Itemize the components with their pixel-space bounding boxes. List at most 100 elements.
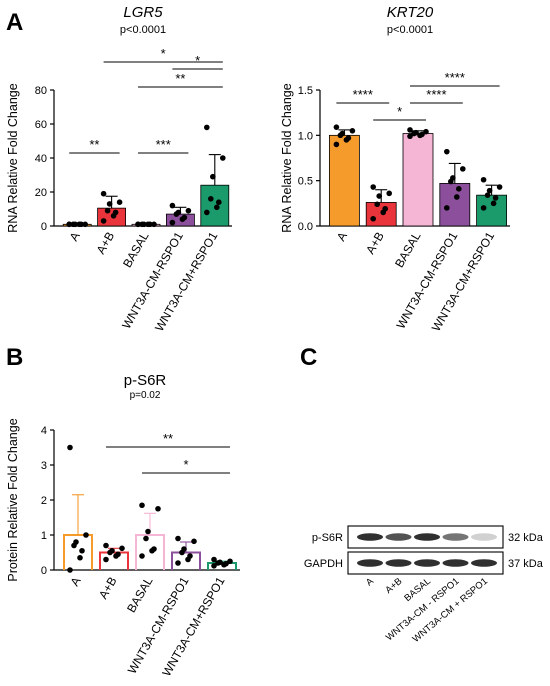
- ps6r-data-point: [217, 559, 223, 566]
- lgr5-data-point: [214, 204, 220, 211]
- ps6r-data-point: [67, 567, 73, 573]
- krt20-chart: KRT20 p<0.0001 RNA Relative Fold Change 0.0…: [280, 4, 510, 334]
- lgr5-data-point: [185, 207, 192, 214]
- lgr5-data-point: [181, 214, 188, 221]
- blot-kda-label: 32 kDa: [508, 532, 544, 544]
- ps6r-data-point: [187, 553, 193, 559]
- krt20-bar: [476, 194, 508, 227]
- ps6r-ytick-label: 2: [41, 495, 47, 507]
- krt20-data-point: [460, 166, 466, 172]
- blot-band: [357, 559, 383, 567]
- ps6r-significance-label: **: [163, 431, 173, 446]
- krt20-ytick-label: 1.0: [298, 130, 313, 142]
- krt20-data-point: [345, 135, 352, 141]
- lgr5-data-point: [204, 124, 210, 131]
- krt20-data-point: [419, 131, 425, 138]
- ps6r-data-point: [155, 505, 161, 512]
- ps6r-data-point: [103, 556, 109, 563]
- krt20-data-point: [407, 127, 413, 133]
- krt20-data-point: [339, 130, 346, 137]
- lgr5-data-point: [100, 190, 107, 197]
- ps6r-data-point: [175, 535, 181, 542]
- krt20-subtitle: p<0.0001: [387, 24, 433, 36]
- krt20-data-point: [333, 124, 340, 130]
- ps6r-data-point: [115, 551, 121, 558]
- krt20-data-point: [486, 187, 493, 194]
- blot-band: [385, 559, 412, 567]
- ps6r-data-point: [223, 560, 229, 567]
- lgr5-data-point: [151, 221, 157, 228]
- blot-band: [357, 533, 383, 541]
- lgr5-data-point: [141, 221, 147, 228]
- krt20-title: KRT20: [387, 4, 434, 21]
- ps6r-data-point: [79, 547, 85, 554]
- krt20-data-point: [480, 176, 487, 183]
- ps6r-data-point: [151, 546, 157, 552]
- ps6r-data-point: [211, 563, 217, 569]
- krt20-ylabel: RNA Relative Fold Change: [280, 83, 294, 232]
- ps6r-category-label: A: [67, 575, 83, 589]
- krt20-data-point: [444, 205, 450, 211]
- lgr5-significance-label: **: [89, 137, 99, 152]
- krt20-data-point: [382, 205, 389, 212]
- lgr5-data-point: [78, 221, 84, 228]
- lgr5-data-point: [66, 221, 72, 228]
- lgr5-significance-label: ***: [156, 137, 171, 152]
- krt20-data-point: [480, 205, 487, 211]
- lgr5-significance-label: *: [195, 53, 200, 68]
- krt20-data-point: [456, 186, 462, 192]
- lgr5-data-point: [208, 196, 214, 202]
- panel-letter-c: C: [300, 344, 317, 371]
- krt20-data-point: [450, 175, 456, 181]
- lgr5-significance-label: *: [161, 46, 166, 61]
- ps6r-category-label: BASAL: [124, 574, 156, 615]
- krt20-significance-label: *: [397, 104, 402, 119]
- panel-letter-a: A: [6, 9, 23, 36]
- ps6r-data-point: [139, 553, 145, 559]
- ps6r-data-point: [175, 560, 181, 566]
- ps6r-subtitle: p=0.02: [130, 390, 161, 401]
- krt20-data-point: [333, 141, 340, 148]
- krt20-data-point: [490, 200, 497, 207]
- blot-kda-label: 37 kDa: [508, 558, 544, 570]
- krt20-category-label: A+B: [363, 230, 387, 257]
- lgr5-category-label: A: [67, 230, 83, 244]
- krt20-ytick-label: 0.0: [298, 221, 313, 233]
- lgr5-category-label: A+B: [94, 230, 118, 257]
- krt20-ytick-label: 1.5: [298, 85, 313, 97]
- ps6r-ytick-label: 4: [41, 425, 47, 437]
- krt20-category-label: BASAL: [392, 229, 424, 270]
- blot-row-label: GAPDH: [304, 558, 343, 570]
- ps6r-significance-label: *: [183, 457, 188, 472]
- ps6r-data-point: [143, 535, 149, 542]
- blot-band: [442, 533, 469, 541]
- krt20-significance-label: ****: [353, 87, 373, 102]
- krt20-data-point: [454, 194, 460, 200]
- ps6r-data-point: [77, 554, 83, 561]
- blot-band: [385, 533, 412, 541]
- blot-lane-label: A+B: [383, 576, 404, 596]
- lgr5-data-point: [135, 221, 141, 228]
- lgr5-data-point: [204, 209, 210, 216]
- blot-band: [442, 559, 469, 567]
- lgr5-title: LGR5: [123, 4, 163, 21]
- panel-letter-b: B: [6, 344, 23, 371]
- ps6r-data-point: [191, 538, 197, 545]
- ps6r-ytick-label: 1: [41, 530, 47, 542]
- lgr5-ytick-label: 60: [35, 119, 47, 131]
- ps6r-data-point: [83, 532, 89, 538]
- ps6r-data-point: [145, 528, 151, 535]
- lgr5-ylabel: RNA Relative Fold Change: [6, 83, 20, 232]
- krt20-category-label: A: [334, 230, 350, 244]
- krt20-data-point: [370, 184, 377, 190]
- lgr5-data-point: [169, 202, 176, 209]
- lgr5-data-point: [104, 207, 111, 214]
- krt20-data-point: [413, 129, 419, 136]
- lgr5-category-label: WNT3A-CM+RSPO1: [152, 229, 220, 334]
- lgr5-data-point: [112, 209, 119, 216]
- lgr5-data-point: [169, 219, 176, 226]
- ps6r-ytick-label: 0: [41, 565, 47, 577]
- lgr5-ytick-label: 20: [35, 187, 47, 199]
